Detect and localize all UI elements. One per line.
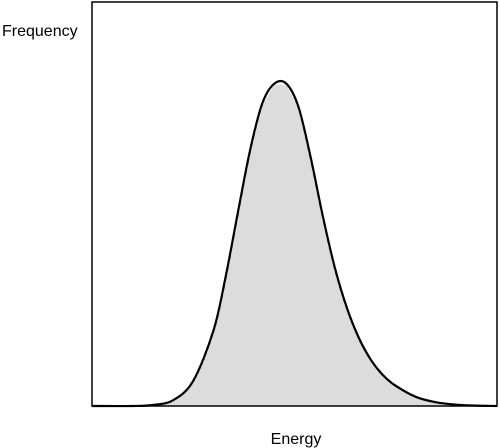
distribution-curve: [91, 79, 498, 408]
plot-frame: [91, 1, 498, 407]
x-axis-label: Energy: [271, 431, 322, 448]
y-axis-label: Frequency: [2, 23, 78, 40]
hatch-fill: [148, 84, 468, 407]
